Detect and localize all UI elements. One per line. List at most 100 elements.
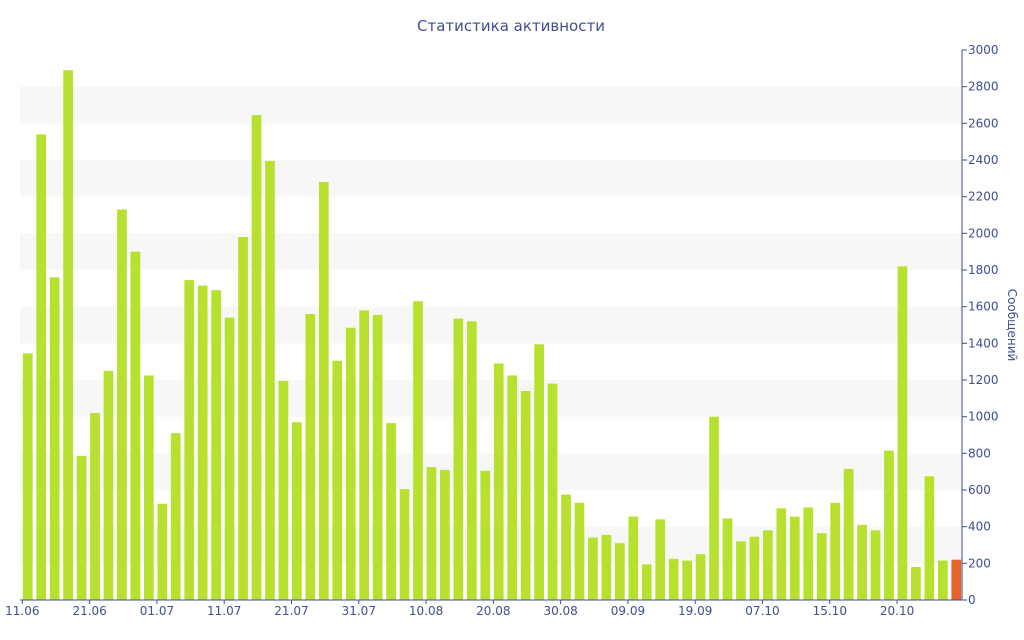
bar[interactable] [668,558,679,600]
bar[interactable] [695,554,706,600]
bar[interactable] [830,502,840,600]
y-tick-label: 800 [968,446,991,460]
x-tick-label: 11.07 [207,604,241,618]
x-tick-label: 20.08 [476,604,510,618]
bar[interactable] [749,536,760,600]
bar[interactable] [763,530,773,600]
bar[interactable] [130,251,141,601]
bar[interactable] [144,375,154,600]
bar[interactable] [951,559,962,600]
bar[interactable] [238,237,248,600]
bar[interactable] [911,567,921,600]
bar[interactable] [574,502,585,600]
bar[interactable] [170,433,181,600]
y-tick-label: 2800 [968,80,999,94]
bar[interactable] [399,489,410,600]
y-axis-label: Сообщений [1005,289,1019,362]
bar[interactable] [628,516,639,600]
bar[interactable] [857,524,867,600]
y-tick-label: 1400 [968,336,999,350]
bar[interactable] [386,423,396,600]
x-tick-label: 11.06 [5,604,39,618]
bar[interactable] [520,391,531,600]
bar[interactable] [897,266,908,600]
bar[interactable] [547,383,558,600]
y-tick-label: 2200 [968,190,999,204]
bar[interactable] [507,375,518,600]
y-axis-ticks: 0 200 400 600 800 1000 1200 1400 1600 1800 2000 220… [962,43,999,607]
bar[interactable] [588,537,598,600]
bar[interactable] [305,314,316,600]
y-tick-label: 2000 [968,226,999,240]
bar[interactable] [722,518,733,600]
x-tick-label: 21.06 [72,604,106,618]
bar[interactable] [36,134,47,600]
bar[interactable] [90,413,100,600]
x-tick-label: 15.10 [813,604,847,618]
y-tick-label: 1800 [968,263,999,277]
bar[interactable] [655,519,666,600]
bar[interactable] [601,534,612,600]
bar[interactable] [224,317,235,600]
bar[interactable] [63,70,73,601]
x-tick-label: 30.08 [543,604,577,618]
bar[interactable] [709,416,719,600]
bar[interactable] [332,360,343,600]
bar[interactable] [157,503,168,600]
bar[interactable] [534,344,544,600]
bar[interactable] [49,277,60,600]
bar[interactable] [870,530,881,600]
bar[interactable] [736,541,746,600]
chart-title: Статистика активности [417,17,605,35]
bar[interactable] [345,327,356,600]
x-axis-ticks: 11.06 21.06 01.07 11.07 21.07 31.07 10.08 20.08… [5,600,914,618]
bar[interactable] [197,285,208,600]
grid-band [20,306,962,344]
bar[interactable] [265,160,275,601]
x-tick-label: 09.09 [611,604,645,618]
bar[interactable] [318,182,329,600]
y-tick-label: 1200 [968,373,999,387]
grid-bands [20,86,962,564]
grid-band [20,380,962,417]
bar[interactable] [440,469,450,600]
bar[interactable] [292,422,302,600]
bar[interactable] [453,318,464,600]
bar[interactable] [211,290,221,600]
bar[interactable] [884,450,894,600]
bar[interactable] [789,516,800,600]
y-tick-label: 200 [968,556,991,570]
bar[interactable] [924,476,935,600]
bar[interactable] [843,468,854,600]
bar[interactable] [76,456,87,600]
bar[interactable] [816,533,827,600]
bar[interactable] [103,370,114,600]
bar[interactable] [803,507,814,600]
x-tick-label: 21.07 [274,604,308,618]
y-tick-label: 1000 [968,410,999,424]
bar[interactable] [117,209,127,601]
bar[interactable] [615,543,625,600]
bar[interactable] [480,470,491,600]
bar[interactable] [466,321,477,600]
grid-band [20,453,962,490]
bar[interactable] [776,508,787,600]
bar[interactable] [278,380,289,600]
bar[interactable] [413,301,423,600]
bar[interactable] [184,280,195,600]
bar[interactable] [372,314,383,600]
y-tick-label: 2400 [968,153,999,167]
bar[interactable] [641,564,652,600]
x-tick-label: 01.07 [140,604,174,618]
bar[interactable] [937,560,948,600]
bar[interactable] [426,467,437,600]
bar[interactable] [22,353,33,600]
bar[interactable] [359,310,369,600]
bar[interactable] [251,115,262,600]
bar[interactable] [493,363,504,601]
bar[interactable] [561,494,571,600]
bar[interactable] [682,560,692,600]
y-tick-label: 3000 [968,43,999,57]
grid-band [20,233,962,270]
